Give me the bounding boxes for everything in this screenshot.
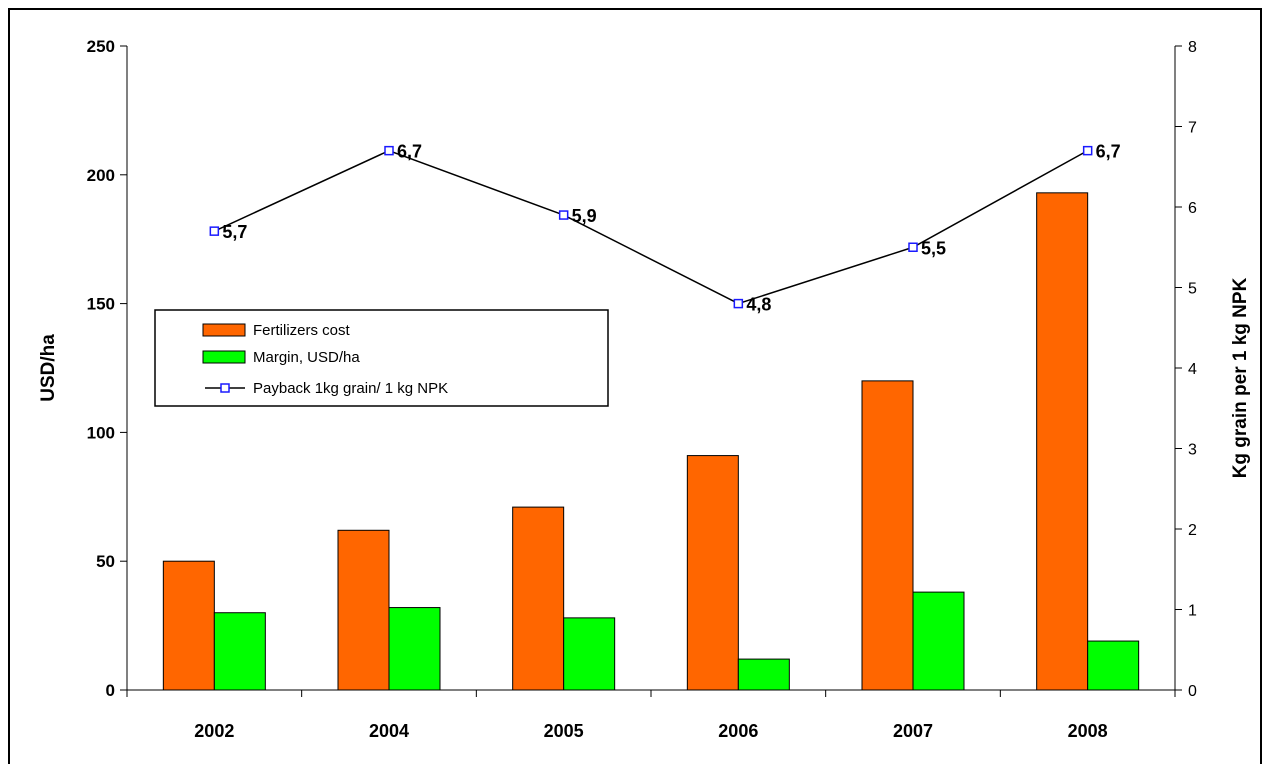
fertilizers-cost-bar <box>1036 192 1089 691</box>
payback-marker <box>908 242 918 252</box>
x-category-label: 2006 <box>718 721 758 741</box>
legend-swatch-payback-marker <box>220 383 230 393</box>
margin-bar <box>912 591 965 691</box>
legend-label-margin: Margin, USD/ha <box>253 349 360 366</box>
payback-marker <box>558 210 569 220</box>
chart-container: 0 50 100 150 200 250 0 1 2 3 4 5 6 7 8 2002 2004 2005 2006… <box>8 8 1262 764</box>
payback-marker <box>209 226 220 236</box>
fertilizers-cost-bar <box>686 455 739 691</box>
margin-bar <box>563 617 616 691</box>
y-left-tick-label: 250 <box>87 37 115 56</box>
x-category-label: 2007 <box>893 721 933 741</box>
fertilizers-cost-bar <box>162 560 215 691</box>
x-category-label: 2002 <box>194 721 234 741</box>
x-category-label: 2008 <box>1068 721 1108 741</box>
y-right-axis-title: Kg grain per 1 kg NPK <box>1230 277 1251 478</box>
margin-bar <box>1087 640 1140 691</box>
payback-data-label: 6,7 <box>397 142 422 162</box>
y-right-tick-label: 4 <box>1188 361 1197 378</box>
payback-marker <box>384 145 394 156</box>
legend-swatch-margin <box>202 350 246 364</box>
y-right-tick-label: 6 <box>1188 200 1197 217</box>
legend-label-fertilizers: Fertilizers cost <box>253 322 351 339</box>
payback-data-label: 5,7 <box>222 222 247 242</box>
y-right-tick-label: 8 <box>1188 39 1197 56</box>
y-left-tick-label: 50 <box>96 552 115 571</box>
payback-marker <box>1082 145 1093 156</box>
x-category-label: 2004 <box>369 721 409 741</box>
y-left-tick-label: 150 <box>87 295 115 314</box>
margin-bar <box>213 612 266 691</box>
y-right-tick-label: 3 <box>1188 442 1197 459</box>
combo-chart: 0 50 100 150 200 250 0 1 2 3 4 5 6 7 8 2002 2004 2005 2006… <box>38 37 1251 741</box>
fertilizers-cost-bar <box>512 506 565 691</box>
y-left-tick-label: 200 <box>87 166 115 185</box>
x-category-label: 2005 <box>544 721 584 741</box>
y-right-tick-label: 2 <box>1188 522 1197 539</box>
fertilizers-cost-bar <box>861 380 914 691</box>
y-left-tick-label: 100 <box>87 423 115 442</box>
payback-line <box>214 149 1089 305</box>
payback-marker <box>733 298 744 309</box>
y-right-tick-label: 5 <box>1188 281 1197 298</box>
y-right-tick-label: 7 <box>1188 120 1197 137</box>
payback-data-label: 5,5 <box>921 238 946 258</box>
fertilizers-cost-bar <box>337 529 390 691</box>
legend-label-payback: Payback 1kg grain/ 1 kg NPK <box>253 380 448 397</box>
y-right-tick-label: 0 <box>1188 683 1197 700</box>
margin-bar <box>388 607 441 691</box>
margin-bar <box>737 658 790 691</box>
y-left-axis-title: USD/ha <box>38 334 59 402</box>
payback-data-label: 6,7 <box>1096 142 1121 162</box>
y-left-tick-label: 0 <box>106 681 115 700</box>
y-right-tick-label: 1 <box>1188 603 1197 620</box>
payback-data-label: 5,9 <box>572 206 597 226</box>
payback-data-label: 4,8 <box>746 295 771 315</box>
legend-swatch-fertilizers <box>202 323 246 337</box>
